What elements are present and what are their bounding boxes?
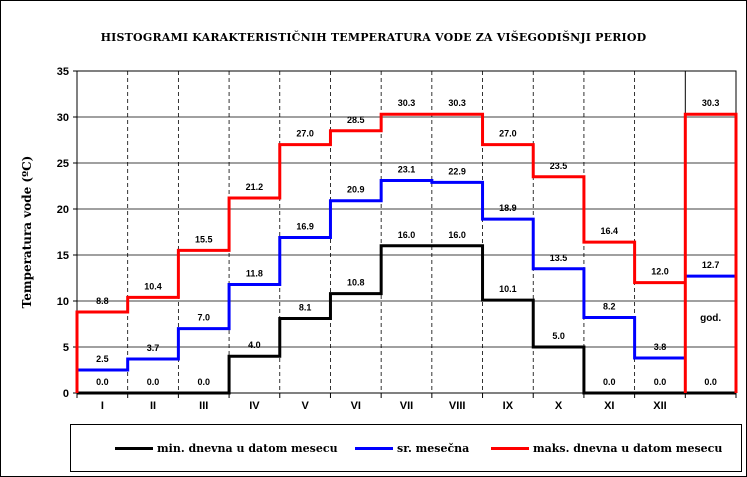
- data-label-avg-annual: 12.7: [702, 260, 720, 270]
- x-tick-label: XI: [604, 400, 614, 412]
- x-tick-label: VII: [400, 400, 413, 412]
- legend-swatch-min: [115, 447, 153, 450]
- x-tick-label: X: [555, 400, 563, 412]
- data-label-min-IX: 10.1: [499, 284, 517, 294]
- data-label-min-VIII: 16.0: [448, 230, 466, 240]
- x-tick-label: III: [199, 400, 208, 412]
- legend-item-avg: sr. mesečna: [355, 442, 469, 455]
- x-tick-label: IX: [503, 400, 514, 412]
- y-tick-label: 25: [57, 158, 69, 170]
- data-label-max-IX: 27.0: [499, 129, 517, 139]
- plot-area: [76, 70, 737, 394]
- x-tick-label: V: [301, 400, 309, 412]
- data-label-avg-XII: 3.8: [654, 342, 667, 352]
- data-label-min-VII: 16.0: [398, 230, 416, 240]
- annual-label: god.: [700, 313, 721, 324]
- y-tick-label: 10: [57, 296, 69, 308]
- legend: min. dnevna u datom mesecu sr. mesečna m…: [70, 424, 742, 472]
- data-label-max-X: 23.5: [550, 161, 568, 171]
- data-label-avg-X: 13.5: [550, 253, 568, 263]
- data-label-min-annual: 0.0: [704, 377, 717, 387]
- data-label-min-V: 8.1: [299, 302, 312, 312]
- data-label-max-IV: 21.2: [246, 182, 264, 192]
- data-label-min-I: 0.0: [96, 377, 109, 387]
- legend-label-min: min. dnevna u datom mesecu: [157, 442, 338, 455]
- series-avg-line: [75, 178, 686, 393]
- data-label-avg-II: 3.7: [147, 343, 160, 353]
- series-min-line: [77, 244, 686, 395]
- data-label-min-XI: 0.0: [603, 377, 616, 387]
- data-label-avg-VII: 23.1: [398, 164, 416, 174]
- data-label-avg-V: 16.9: [296, 222, 314, 232]
- data-label-max-III: 15.5: [195, 234, 213, 244]
- x-tick-label: VIII: [449, 400, 466, 412]
- legend-item-min: min. dnevna u datom mesecu: [115, 442, 338, 455]
- data-label-avg-VIII: 22.9: [448, 166, 466, 176]
- data-label-avg-III: 7.0: [197, 313, 210, 323]
- data-label-max-VI: 28.5: [347, 115, 365, 125]
- data-label-avg-IX: 18.9: [499, 203, 517, 213]
- x-tick-label: VI: [351, 400, 361, 412]
- series-max-line: [75, 112, 686, 393]
- x-tick-label: I: [101, 400, 104, 412]
- y-tick-label: 35: [57, 66, 69, 78]
- data-label-min-III: 0.0: [197, 377, 210, 387]
- legend-swatch-avg: [355, 447, 393, 450]
- data-label-max-I: 8.8: [96, 296, 109, 306]
- y-tick-label: 15: [57, 250, 69, 262]
- data-label-avg-XI: 8.2: [603, 302, 616, 312]
- data-label-max-XI: 16.4: [601, 226, 619, 236]
- data-label-min-VI: 10.8: [347, 278, 365, 288]
- data-label-avg-IV: 11.8: [246, 268, 263, 278]
- legend-item-max: maks. dnevna u datom mesecu: [491, 442, 722, 455]
- x-tick-label: XII: [653, 400, 666, 412]
- data-label-max-V: 27.0: [296, 129, 314, 139]
- y-tick-label: 5: [63, 342, 69, 354]
- y-axis-label: Temperatura vode (ºC): [20, 156, 34, 309]
- data-label-max-annual: 30.3: [702, 98, 720, 108]
- legend-label-avg: sr. mesečna: [397, 442, 470, 455]
- data-label-avg-VI: 20.9: [347, 185, 365, 195]
- legend-label-max: maks. dnevna u datom mesecu: [533, 442, 723, 455]
- data-label-max-VII: 30.3: [398, 98, 416, 108]
- x-tick-label: IV: [249, 400, 260, 412]
- data-label-max-XII: 12.0: [651, 267, 669, 277]
- data-label-max-VIII: 30.3: [448, 98, 466, 108]
- data-label-min-X: 5.0: [552, 331, 565, 341]
- y-tick-label: 30: [57, 112, 69, 124]
- series-max-annual-bar: [683, 112, 738, 393]
- y-tick-label: 20: [57, 204, 69, 216]
- chart-title: HISTOGRAMI KARAKTERISTIČNIH TEMPERATURA …: [100, 31, 647, 44]
- data-label-min-II: 0.0: [147, 377, 160, 387]
- y-tick-label: 0: [63, 388, 69, 400]
- data-label-min-IV: 4.0: [248, 340, 261, 350]
- x-tick-label: II: [150, 400, 156, 412]
- data-label-avg-I: 2.5: [96, 354, 109, 364]
- data-label-max-II: 10.4: [144, 281, 162, 291]
- legend-swatch-max: [491, 447, 529, 450]
- data-label-min-XII: 0.0: [654, 377, 667, 387]
